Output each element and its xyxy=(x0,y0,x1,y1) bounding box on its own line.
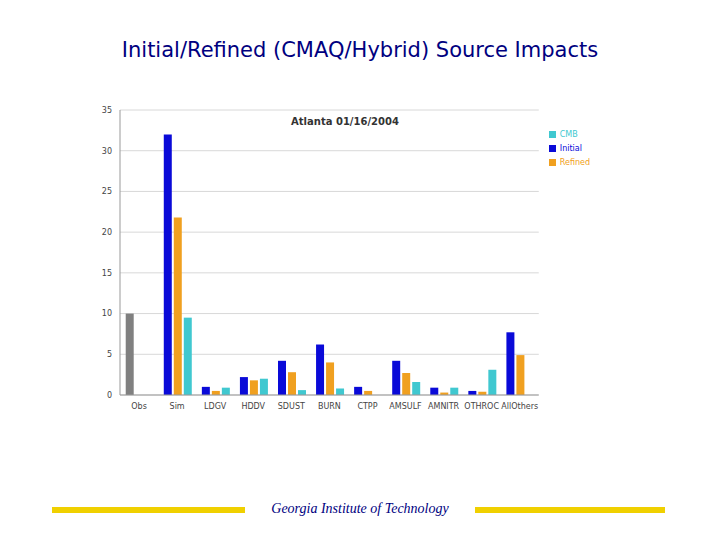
html-text:Initial/Refined (CMAQ/Hybrid): Initial/Refined (CMAQ/Hybrid) Source Imp… xyxy=(121,38,599,62)
svg-text:20: 20 xyxy=(102,228,112,237)
html-text:Atlanta 01/16/2004: Atlanta 01/16/2004 xyxy=(291,116,399,127)
svg-text:BURN: BURN xyxy=(318,402,341,411)
svg-text:10: 10 xyxy=(102,309,112,318)
html-text:Refined: Refined xyxy=(559,158,590,167)
svg-text:AMSULF: AMSULF xyxy=(389,402,422,411)
html-text:CMB: CMB xyxy=(559,130,578,139)
svg-text:AMNITR: AMNITR xyxy=(428,402,460,411)
svg-text:OTHROC: OTHROC xyxy=(464,402,499,411)
svg-text:LDGV: LDGV xyxy=(204,402,227,411)
svg-text:30: 30 xyxy=(102,147,112,156)
svg-text:CTPP: CTPP xyxy=(357,402,377,411)
svg-text:Sim: Sim xyxy=(170,402,185,411)
svg-text:15: 15 xyxy=(102,269,112,278)
svg-text:25: 25 xyxy=(102,187,112,196)
html-text:Initial: Initial xyxy=(559,144,582,153)
svg-text:5: 5 xyxy=(107,350,112,359)
svg-text:35: 35 xyxy=(102,106,112,115)
svg-text:SDUST: SDUST xyxy=(278,402,305,411)
svg-text:AllOthers: AllOthers xyxy=(501,402,538,411)
html-text:Georgia Institute of Technolog: Georgia Institute of Technology xyxy=(271,501,449,516)
svg-text:Obs: Obs xyxy=(131,402,147,411)
svg-text:0: 0 xyxy=(107,391,112,400)
svg-text:HDDV: HDDV xyxy=(241,402,265,411)
